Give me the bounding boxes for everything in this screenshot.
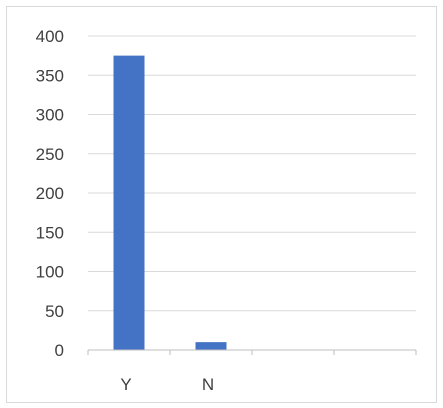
bar-n — [195, 342, 227, 350]
y-tick-label: 250 — [36, 145, 64, 164]
x-tick-label: Y — [120, 375, 131, 394]
x-tick-label: N — [202, 375, 214, 394]
y-tick-label: 150 — [36, 223, 64, 242]
y-tick-label: 350 — [36, 66, 64, 85]
y-tick-label: 400 — [36, 27, 64, 46]
y-tick-label: 300 — [36, 106, 64, 125]
y-tick-label: 0 — [55, 341, 64, 360]
y-tick-label: 200 — [36, 184, 64, 203]
chart-area — [6, 6, 437, 403]
y-tick-label: 100 — [36, 263, 64, 282]
y-tick-labels: 0 50 100 150 200 250 300 350 400 — [36, 27, 64, 360]
bars — [113, 55, 227, 350]
axes — [87, 349, 417, 355]
bar-y — [113, 55, 145, 350]
y-tick-label: 50 — [45, 302, 64, 321]
